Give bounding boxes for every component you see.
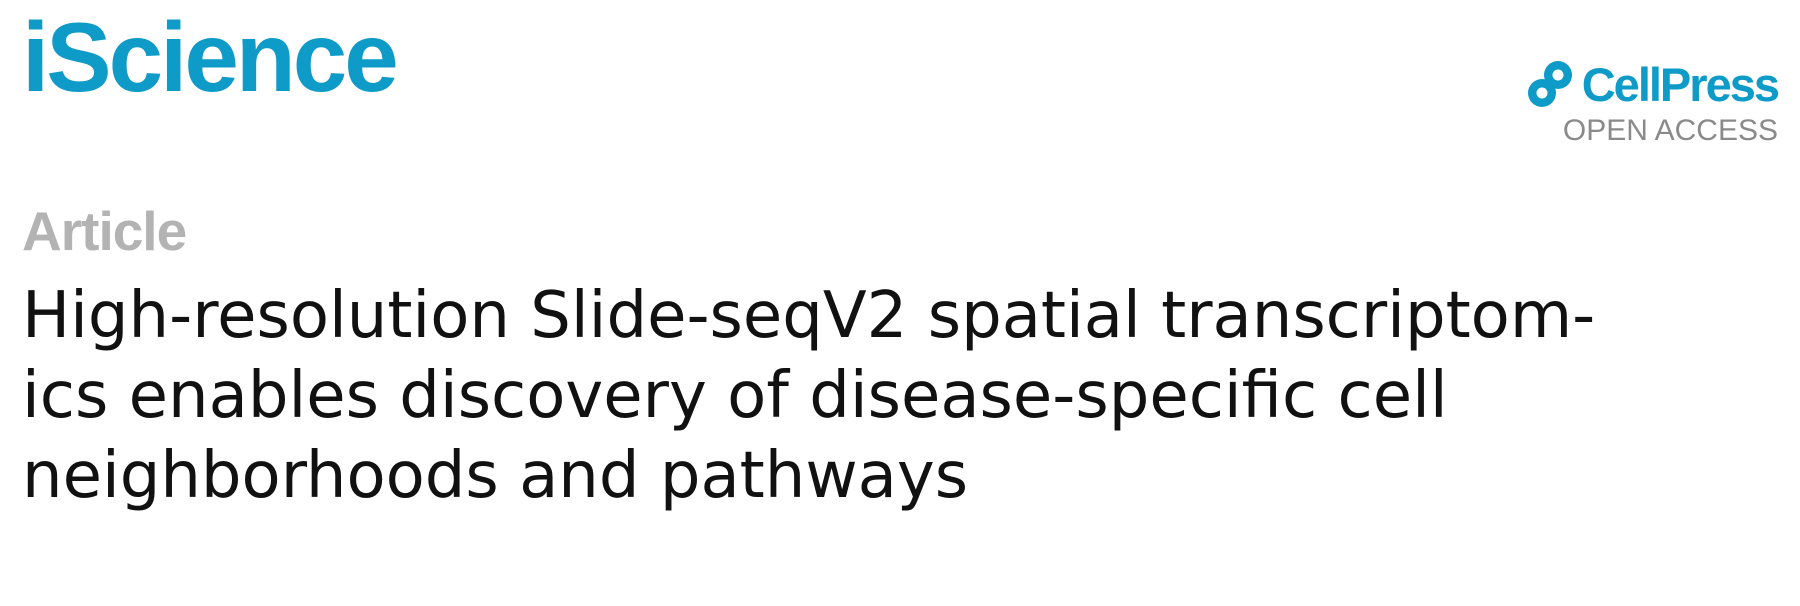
- article-title-line: High-resolution Slide-seqV2 spatial tran…: [22, 279, 1596, 353]
- journal-logo: iScience: [22, 2, 399, 112]
- open-access-label: OPEN ACCESS: [1562, 114, 1778, 147]
- article-title: High-resolution Slide-seqV2 spatial tran…: [22, 276, 1762, 516]
- cellpress-logo-icon: [1527, 61, 1572, 107]
- article-title-line: ics enables discovery of disease-specifi…: [22, 359, 1448, 433]
- publisher-name: CellPress: [1581, 57, 1780, 111]
- article-title-line: neighborhoods and pathways: [22, 439, 969, 513]
- article-type-label: Article: [22, 200, 187, 262]
- publisher-logo: CellPress OPEN ACCESS: [1522, 56, 1780, 147]
- publisher-logo-row: CellPress: [1522, 56, 1780, 112]
